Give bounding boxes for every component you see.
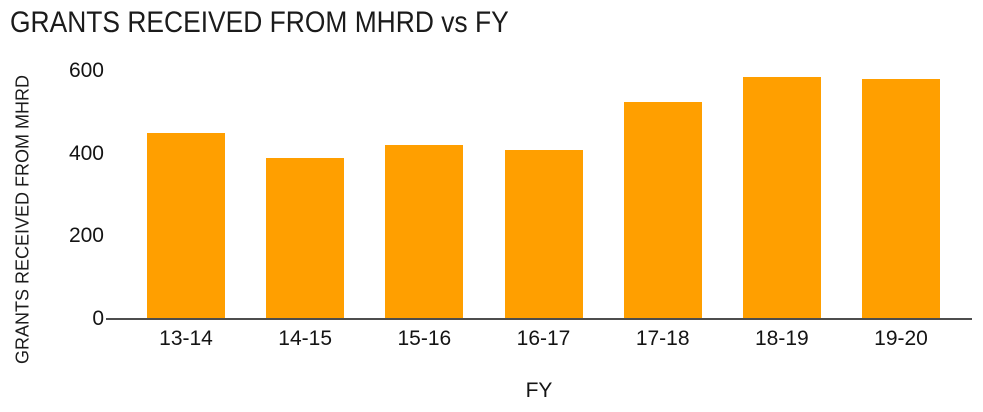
x-tick-label-14-15: 14-15 [278, 327, 333, 350]
bar-18-19 [742, 77, 821, 319]
bar-14-15 [266, 157, 345, 319]
bar-15-16 [385, 145, 464, 319]
x-tick-label-13-14: 13-14 [159, 327, 213, 350]
x-axis-title: FY [525, 379, 553, 402]
x-tick-label-15-16: 15-16 [397, 327, 452, 350]
x-tick-label-16-17: 16-17 [516, 327, 571, 350]
x-tick-label-19-20: 19-20 [874, 327, 928, 350]
bar-19-20 [862, 79, 941, 319]
y-tick-label-600: 600 [68, 59, 104, 82]
y-tick-label-400: 400 [68, 141, 104, 165]
y-axis-title: GRANTS RECEIVED FROM MHRD [12, 75, 33, 365]
x-tick-label-18-19: 18-19 [754, 327, 809, 350]
bar-17-18 [623, 102, 702, 319]
y-tick-label-200: 200 [68, 224, 104, 248]
bar-16-17 [504, 149, 583, 319]
bar-13-14 [147, 133, 225, 319]
y-tick-label-0: 0 [92, 307, 104, 330]
x-axis-line [106, 318, 972, 320]
chart-title: GRANTS RECEIVED FROM MHRD vs FY [10, 6, 509, 39]
x-tick-label-17-18: 17-18 [635, 327, 690, 350]
